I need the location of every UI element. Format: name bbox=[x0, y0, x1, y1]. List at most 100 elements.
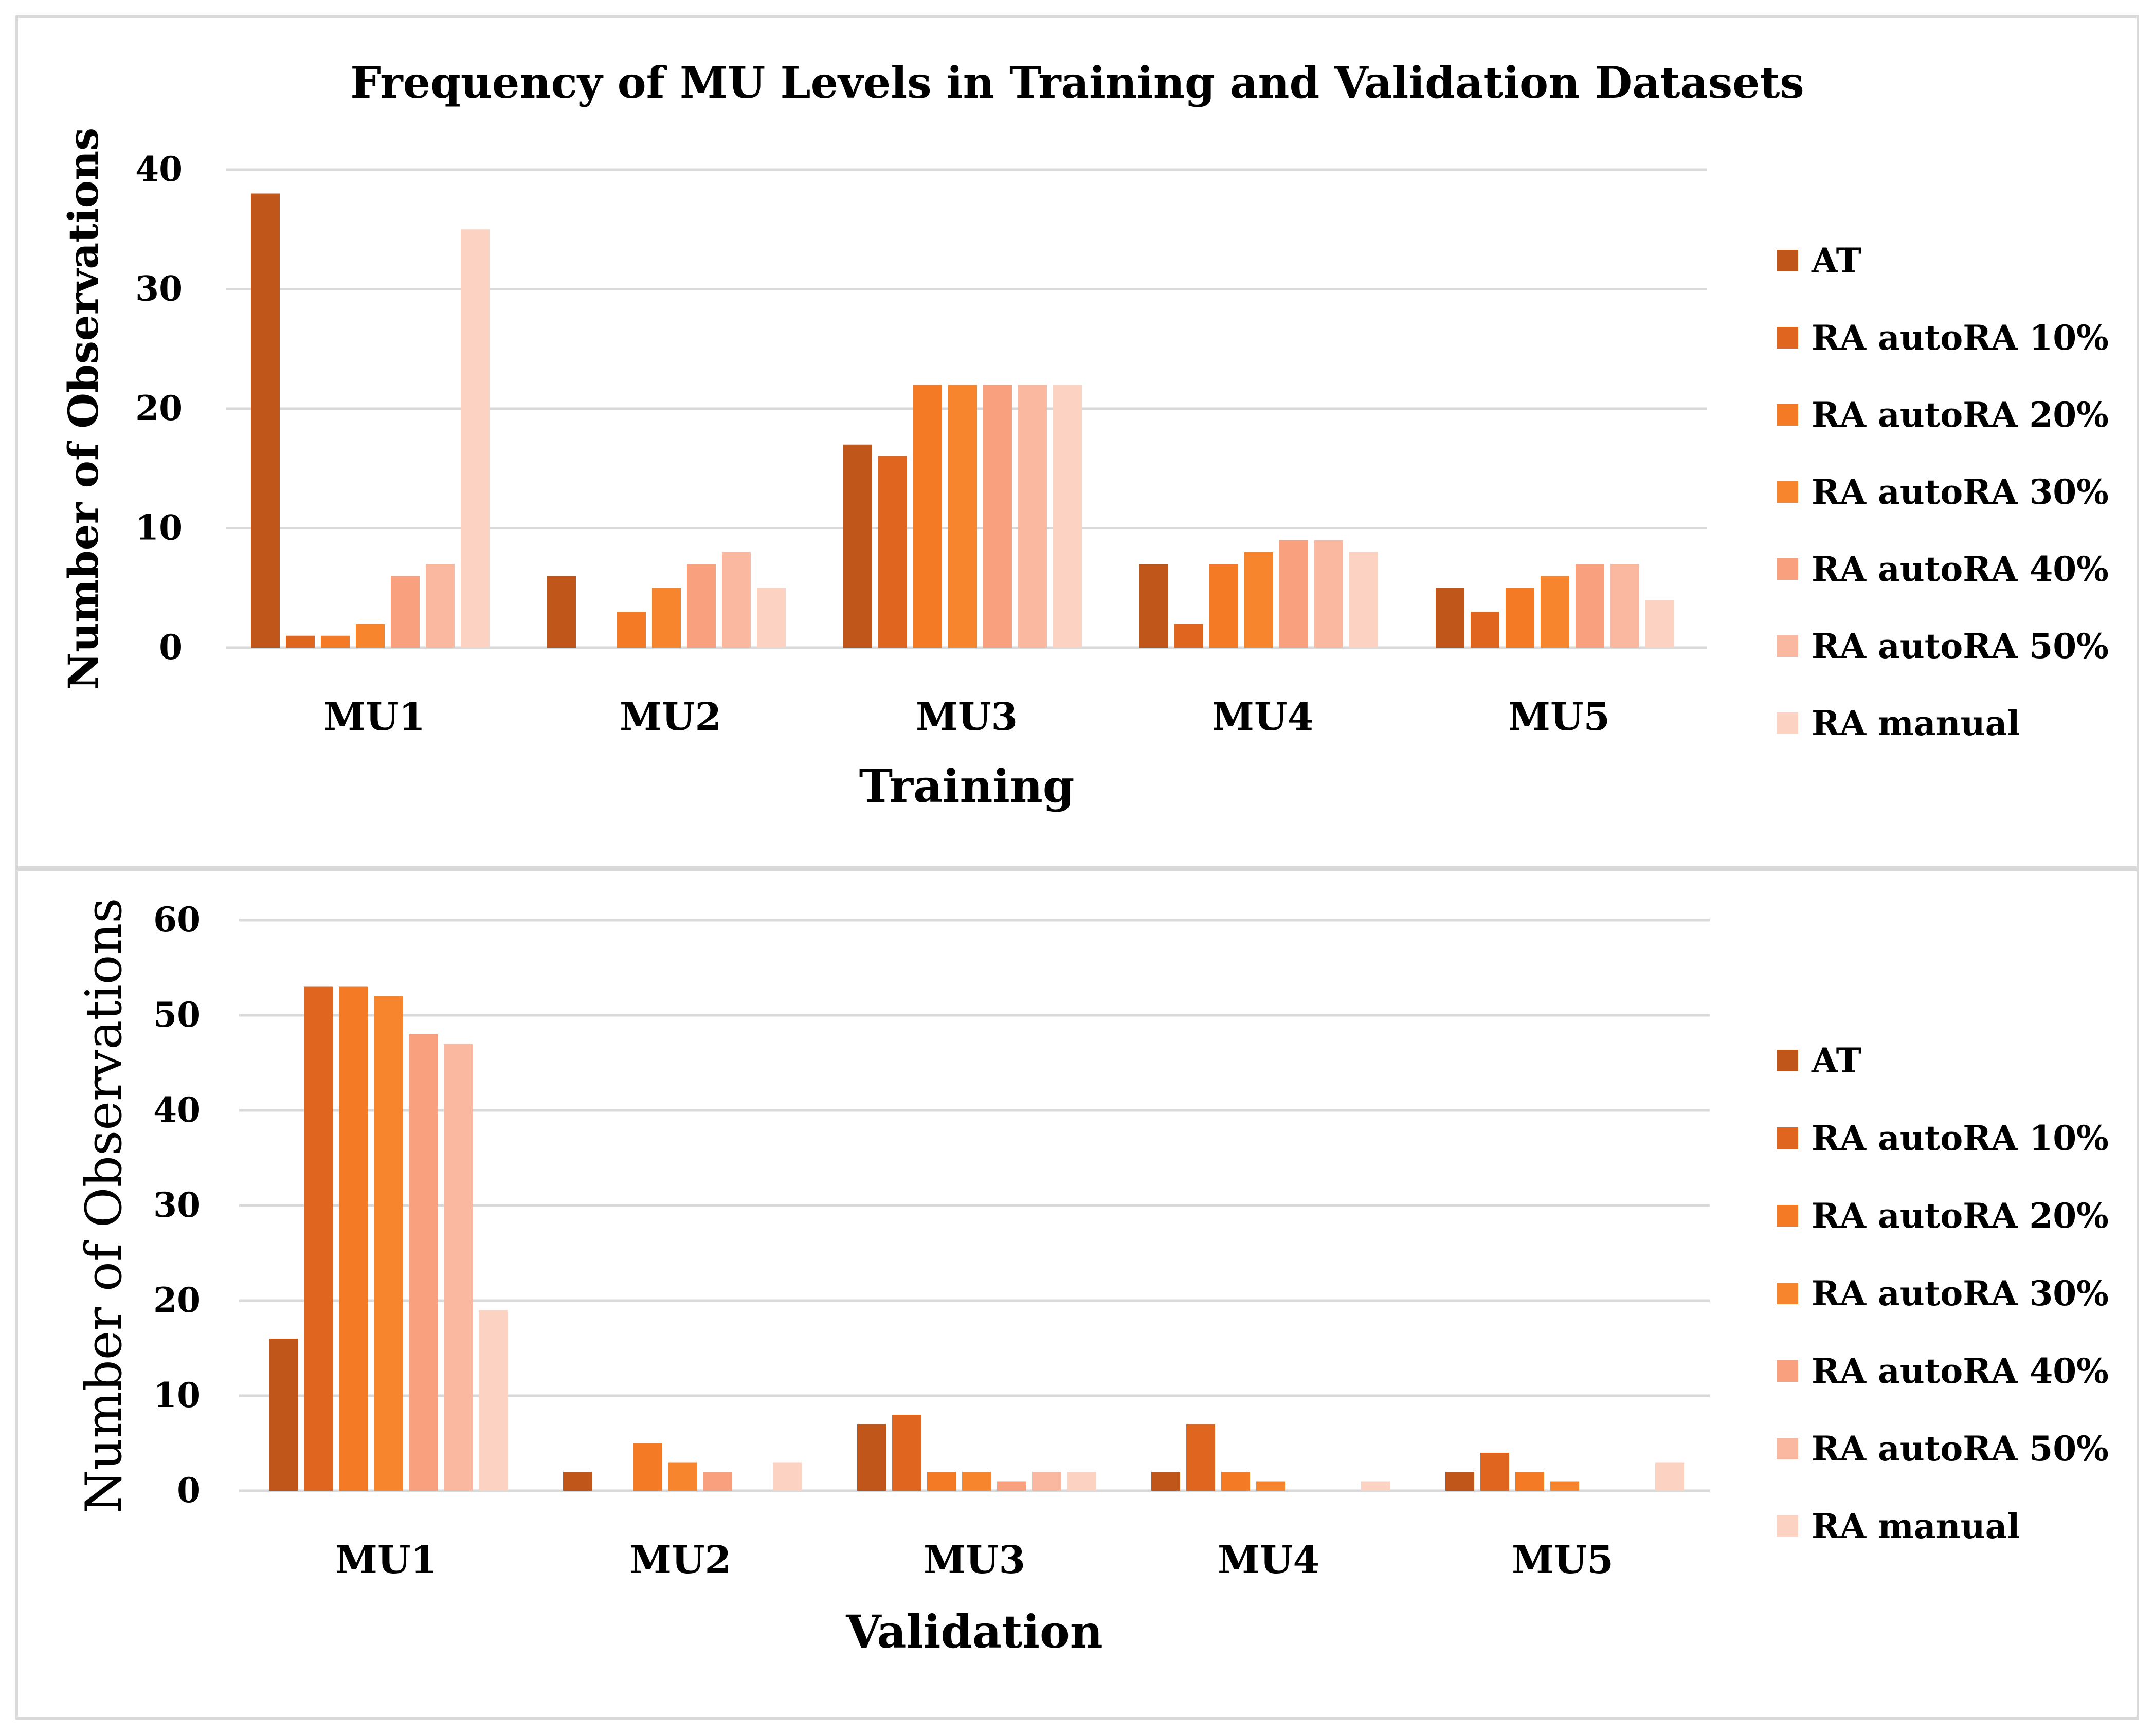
validation-legend-label: RA manual bbox=[1812, 1506, 2020, 1546]
validation-legend-swatch bbox=[1777, 1360, 1798, 1382]
training-bar bbox=[426, 564, 455, 648]
training-bar bbox=[843, 444, 872, 648]
training-y-axis-title: Number of Observations bbox=[59, 127, 107, 690]
validation-legend-label: AT bbox=[1811, 1040, 1861, 1081]
training-bar bbox=[286, 635, 315, 648]
training-y-tick-label: 10 bbox=[135, 508, 183, 548]
training-bar bbox=[1314, 540, 1343, 648]
training-bar bbox=[1645, 600, 1674, 648]
training-bar bbox=[983, 385, 1012, 648]
validation-legend-label: RA autoRA 50% bbox=[1812, 1429, 2109, 1469]
training-bar bbox=[652, 588, 681, 648]
validation-bar bbox=[563, 1472, 592, 1491]
training-legend-label: RA autoRA 20% bbox=[1812, 395, 2109, 435]
training-legend-swatch bbox=[1777, 712, 1798, 734]
validation-bar bbox=[633, 1443, 662, 1491]
training-legend-swatch bbox=[1777, 250, 1798, 271]
validation-legend-swatch bbox=[1777, 1283, 1798, 1304]
validation-legend-swatch bbox=[1777, 1515, 1798, 1537]
validation-legend-swatch bbox=[1777, 1205, 1798, 1227]
training-bar bbox=[948, 385, 977, 648]
training-category-label: MU2 bbox=[620, 695, 721, 739]
training-bar bbox=[1209, 564, 1238, 648]
validation-bar bbox=[703, 1472, 732, 1491]
training-legend-swatch bbox=[1777, 404, 1798, 426]
validation-bar bbox=[1515, 1472, 1544, 1491]
training-bar bbox=[1018, 385, 1047, 648]
validation-bar bbox=[1480, 1453, 1509, 1491]
training-bar bbox=[1541, 576, 1569, 648]
training-chart: 0 10 20 30 40 MU1 MU2 MU3 MU4 MU5 Training Number o… bbox=[59, 127, 2109, 813]
training-bar bbox=[1506, 588, 1534, 648]
chart-title: Frequency of MU Levels in Training and V… bbox=[350, 57, 1804, 108]
validation-y-tick-label: 10 bbox=[153, 1375, 201, 1415]
training-bar bbox=[1244, 552, 1273, 648]
training-bar bbox=[1576, 564, 1604, 648]
training-bar bbox=[757, 588, 786, 648]
training-category-label: MU5 bbox=[1508, 695, 1610, 739]
validation-y-tick-label: 60 bbox=[153, 900, 201, 940]
validation-bar bbox=[1032, 1472, 1061, 1491]
validation-bar bbox=[1067, 1472, 1096, 1491]
training-y-tick-label: 30 bbox=[135, 269, 183, 309]
training-legend-swatch bbox=[1777, 481, 1798, 503]
validation-bar bbox=[304, 986, 333, 1491]
validation-legend-label: RA autoRA 20% bbox=[1812, 1196, 2109, 1236]
training-bar bbox=[356, 624, 385, 648]
training-bar bbox=[547, 576, 576, 648]
validation-chart: 0 10 20 30 40 50 60 MU1 MU2 MU3 MU4 MU5 Validation Nu… bbox=[75, 898, 2109, 1658]
validation-legend-label: RA autoRA 40% bbox=[1812, 1351, 2109, 1391]
validation-y-tick-label: 0 bbox=[177, 1470, 201, 1510]
validation-bar bbox=[668, 1462, 697, 1491]
training-bar bbox=[1139, 564, 1168, 648]
validation-bar bbox=[1361, 1481, 1390, 1491]
training-bar bbox=[878, 456, 907, 648]
validation-bar bbox=[479, 1310, 508, 1491]
training-bar bbox=[722, 552, 751, 648]
training-bar bbox=[321, 635, 350, 648]
training-bar bbox=[913, 385, 942, 648]
training-x-axis-title: Training bbox=[859, 759, 1075, 813]
validation-legend-swatch bbox=[1777, 1127, 1798, 1149]
training-bar bbox=[1610, 564, 1639, 648]
validation-y-tick-label: 40 bbox=[153, 1090, 201, 1130]
training-legend-label: RA autoRA 40% bbox=[1812, 549, 2109, 589]
validation-legend-label: RA autoRA 30% bbox=[1812, 1273, 2109, 1313]
training-category-label: MU4 bbox=[1212, 695, 1314, 739]
validation-category-label: MU1 bbox=[335, 1538, 437, 1582]
validation-y-tick-label: 50 bbox=[153, 995, 201, 1035]
training-legend-label: RA autoRA 30% bbox=[1812, 472, 2109, 512]
validation-bar bbox=[927, 1472, 956, 1491]
validation-x-axis-title: Validation bbox=[845, 1605, 1102, 1658]
validation-bar bbox=[1186, 1424, 1215, 1491]
training-bar bbox=[391, 576, 420, 648]
training-legend-swatch bbox=[1777, 635, 1798, 657]
validation-bar bbox=[1550, 1481, 1579, 1491]
training-y-tick-label: 0 bbox=[159, 627, 183, 667]
validation-bar bbox=[374, 996, 403, 1491]
training-bar bbox=[1279, 540, 1308, 648]
training-legend-swatch bbox=[1777, 327, 1798, 349]
training-bar bbox=[251, 193, 280, 648]
training-bar bbox=[1053, 385, 1082, 648]
validation-bar bbox=[1256, 1481, 1285, 1491]
training-legend-label: RA autoRA 50% bbox=[1812, 626, 2109, 666]
validation-y-axis-title: Number of Observations bbox=[75, 898, 133, 1513]
training-category-label: MU1 bbox=[323, 695, 425, 739]
validation-y-tick-label: 20 bbox=[153, 1280, 201, 1320]
validation-legend-swatch bbox=[1777, 1050, 1798, 1071]
training-bar bbox=[1471, 612, 1499, 648]
validation-legend-label: RA autoRA 10% bbox=[1812, 1118, 2109, 1158]
validation-bar bbox=[409, 1034, 438, 1491]
validation-y-tick-label: 30 bbox=[153, 1185, 201, 1225]
validation-bar bbox=[962, 1472, 991, 1491]
training-legend-swatch bbox=[1777, 558, 1798, 580]
validation-category-label: MU2 bbox=[629, 1538, 731, 1582]
training-y-tick-label: 20 bbox=[135, 388, 183, 428]
training-legend-label: RA autoRA 10% bbox=[1812, 318, 2109, 358]
validation-bar bbox=[444, 1044, 473, 1491]
training-bar bbox=[1349, 552, 1378, 648]
training-bar bbox=[1174, 624, 1203, 648]
validation-bar bbox=[1445, 1472, 1474, 1491]
